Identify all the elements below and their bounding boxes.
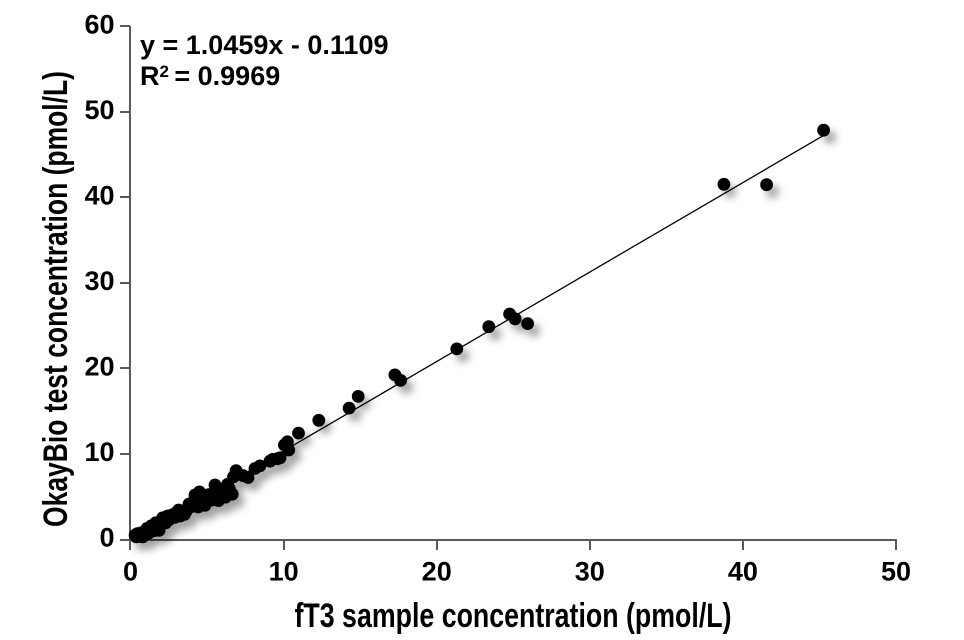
svg-text:R2 = 0.9969: R2 = 0.9969	[140, 61, 280, 91]
svg-text:60: 60	[84, 9, 114, 39]
svg-text:50: 50	[881, 557, 911, 587]
svg-text:20: 20	[422, 557, 452, 587]
svg-text:40: 40	[84, 180, 114, 210]
svg-text:10: 10	[84, 437, 114, 467]
svg-text:10: 10	[269, 557, 299, 587]
svg-text:fT3 sample concentration (pmol: fT3 sample concentration (pmol/L)	[295, 597, 732, 635]
svg-text:OkayBio test concentration (pm: OkayBio test concentration (pmol/L)	[37, 71, 75, 527]
svg-text:50: 50	[84, 95, 114, 125]
svg-text:0: 0	[99, 523, 114, 553]
svg-text:20: 20	[84, 351, 114, 381]
svg-text:40: 40	[728, 557, 758, 587]
svg-text:30: 30	[575, 557, 605, 587]
svg-text:y = 1.0459x - 0.1109: y = 1.0459x - 0.1109	[140, 30, 388, 60]
svg-text:30: 30	[84, 266, 114, 296]
svg-text:0: 0	[123, 557, 138, 587]
